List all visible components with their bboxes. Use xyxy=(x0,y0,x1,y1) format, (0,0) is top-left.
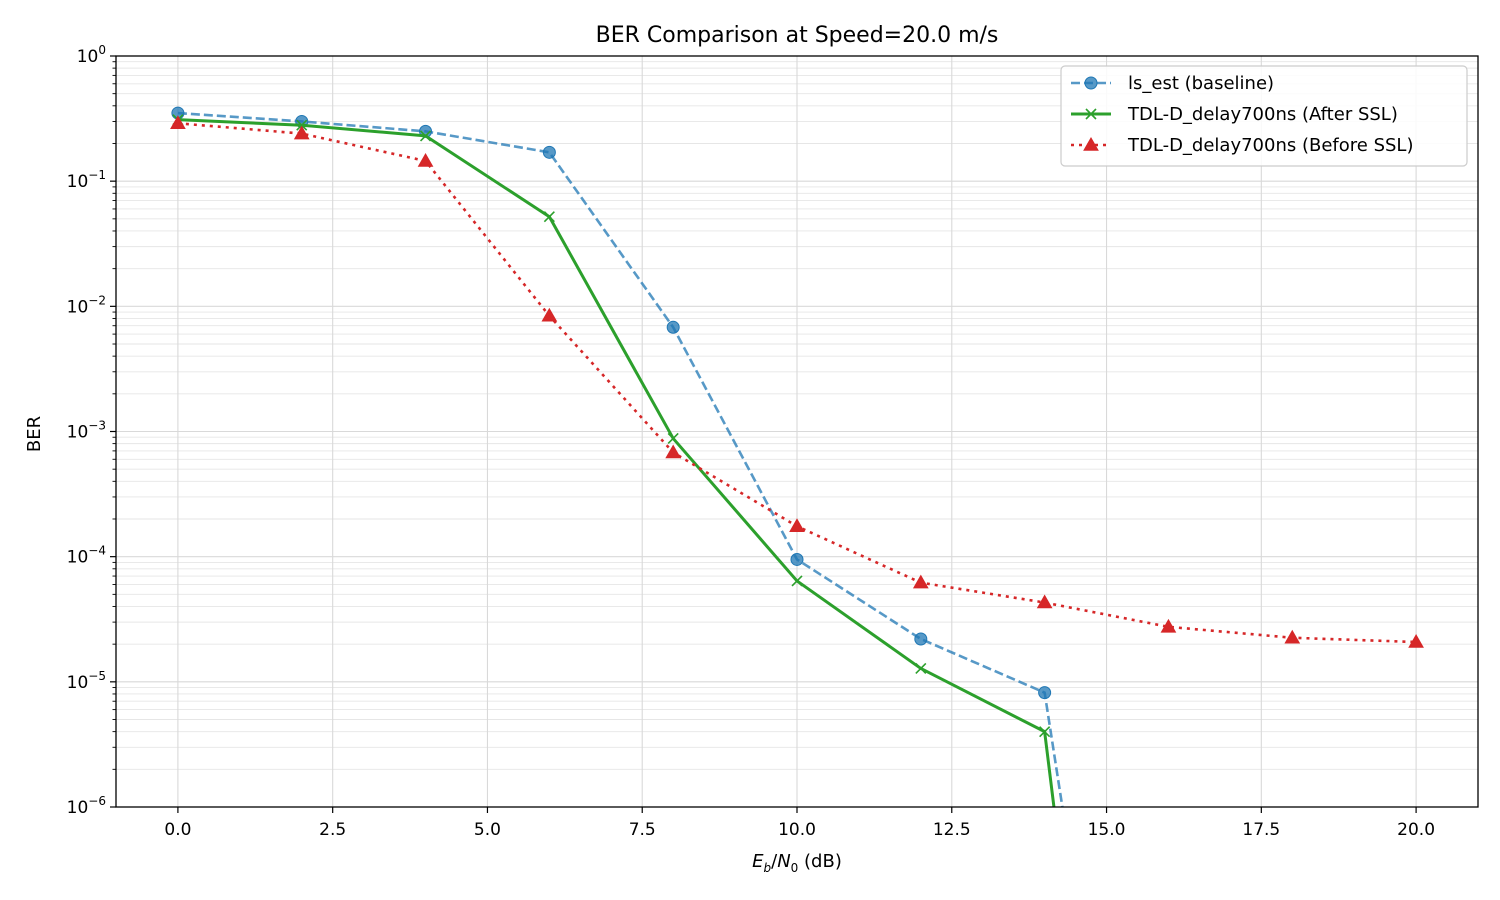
x-tick-label: 0.0 xyxy=(164,820,191,840)
x-label-e: E xyxy=(752,851,764,872)
y-tick-exponent: −2 xyxy=(88,293,106,307)
series-3 xyxy=(170,115,1424,648)
y-tick-label: 100 xyxy=(77,43,106,67)
plot-area xyxy=(115,55,1479,808)
data-point xyxy=(667,432,679,445)
y-tick-label: 10−1 xyxy=(67,168,106,192)
x-label-n: N xyxy=(777,851,790,872)
data-point xyxy=(293,125,310,140)
x-tick-label: 5.0 xyxy=(474,820,501,840)
legend-label: TDL-D_delay700ns (After SSL) xyxy=(1127,104,1398,125)
series-layer xyxy=(170,106,1424,807)
x-axis-label: Eb/N0 (dB) xyxy=(752,851,842,875)
x-tick-label: 12.5 xyxy=(933,820,971,840)
series-2 xyxy=(172,114,1056,807)
legend-marker xyxy=(1085,108,1097,120)
data-point xyxy=(1036,594,1053,609)
x-label-n-sub: 0 xyxy=(791,861,799,875)
data-point xyxy=(789,518,805,532)
x-label-unit: (dB) xyxy=(798,851,842,872)
x-label-e-sub: b xyxy=(764,861,772,875)
y-tick-label: 10−2 xyxy=(67,293,106,317)
y-tick-base: 10 xyxy=(77,47,99,67)
data-point xyxy=(1408,634,1424,648)
data-point xyxy=(791,575,803,587)
data-point xyxy=(665,444,682,459)
legend-marker xyxy=(1083,136,1099,151)
data-point xyxy=(543,211,555,223)
data-point xyxy=(296,119,308,131)
legend-label: ls_est (baseline) xyxy=(1128,73,1274,94)
data-point xyxy=(914,632,928,646)
x-tick-label: 20.0 xyxy=(1397,820,1435,840)
data-point xyxy=(790,552,804,566)
y-tick-base: 10 xyxy=(67,172,89,192)
y-axis-label: BER xyxy=(24,416,45,452)
y-tick-base: 10 xyxy=(67,548,89,568)
y-tick-base: 10 xyxy=(67,798,89,818)
x-tick-label: 15.0 xyxy=(1088,820,1126,840)
y-tick-exponent: 0 xyxy=(98,43,106,57)
y-tick-label: 10−5 xyxy=(67,669,106,693)
legend-marker xyxy=(1084,76,1098,90)
data-point xyxy=(541,307,558,322)
y-tick-exponent: −3 xyxy=(88,419,106,433)
legend-box xyxy=(1060,65,1468,167)
x-tick-label: 10.0 xyxy=(778,820,816,840)
data-point xyxy=(1160,618,1177,633)
x-tick-label: 7.5 xyxy=(629,820,656,840)
y-tick-label: 10−6 xyxy=(67,794,106,818)
y-tick-exponent: −1 xyxy=(88,168,106,182)
data-point xyxy=(419,130,432,142)
y-tick-base: 10 xyxy=(67,673,89,693)
data-point xyxy=(1039,726,1051,738)
legend-label: TDL-D_delay700ns (Before SSL) xyxy=(1127,135,1413,156)
y-tick-label: 10−4 xyxy=(67,544,106,568)
legend: ls_est (baseline) TDL-D_delay700ns (After… xyxy=(1060,65,1468,167)
data-point xyxy=(417,152,434,167)
x-axis-ticks: 0.0 2.5 5.0 7.5 10.0 12.5 15.0 17.5 20.0 xyxy=(164,807,1435,840)
y-tick-base: 10 xyxy=(67,423,89,443)
chart-title: BER Comparison at Speed=20.0 m/s xyxy=(596,23,999,48)
data-point xyxy=(170,115,186,130)
data-point xyxy=(542,145,556,159)
data-point xyxy=(666,320,680,334)
y-tick-base: 10 xyxy=(67,297,89,317)
data-point xyxy=(1038,686,1052,700)
data-point xyxy=(912,574,929,589)
y-tick-exponent: −4 xyxy=(88,544,106,558)
y-tick-label: 10−3 xyxy=(67,419,106,443)
x-tick-label: 2.5 xyxy=(319,820,346,840)
y-tick-exponent: −5 xyxy=(88,669,106,683)
x-tick-label: 17.5 xyxy=(1242,820,1280,840)
y-tick-exponent: −6 xyxy=(88,794,106,808)
data-point xyxy=(915,662,927,674)
x-label-slash: / xyxy=(771,851,778,872)
data-point xyxy=(1284,629,1301,644)
